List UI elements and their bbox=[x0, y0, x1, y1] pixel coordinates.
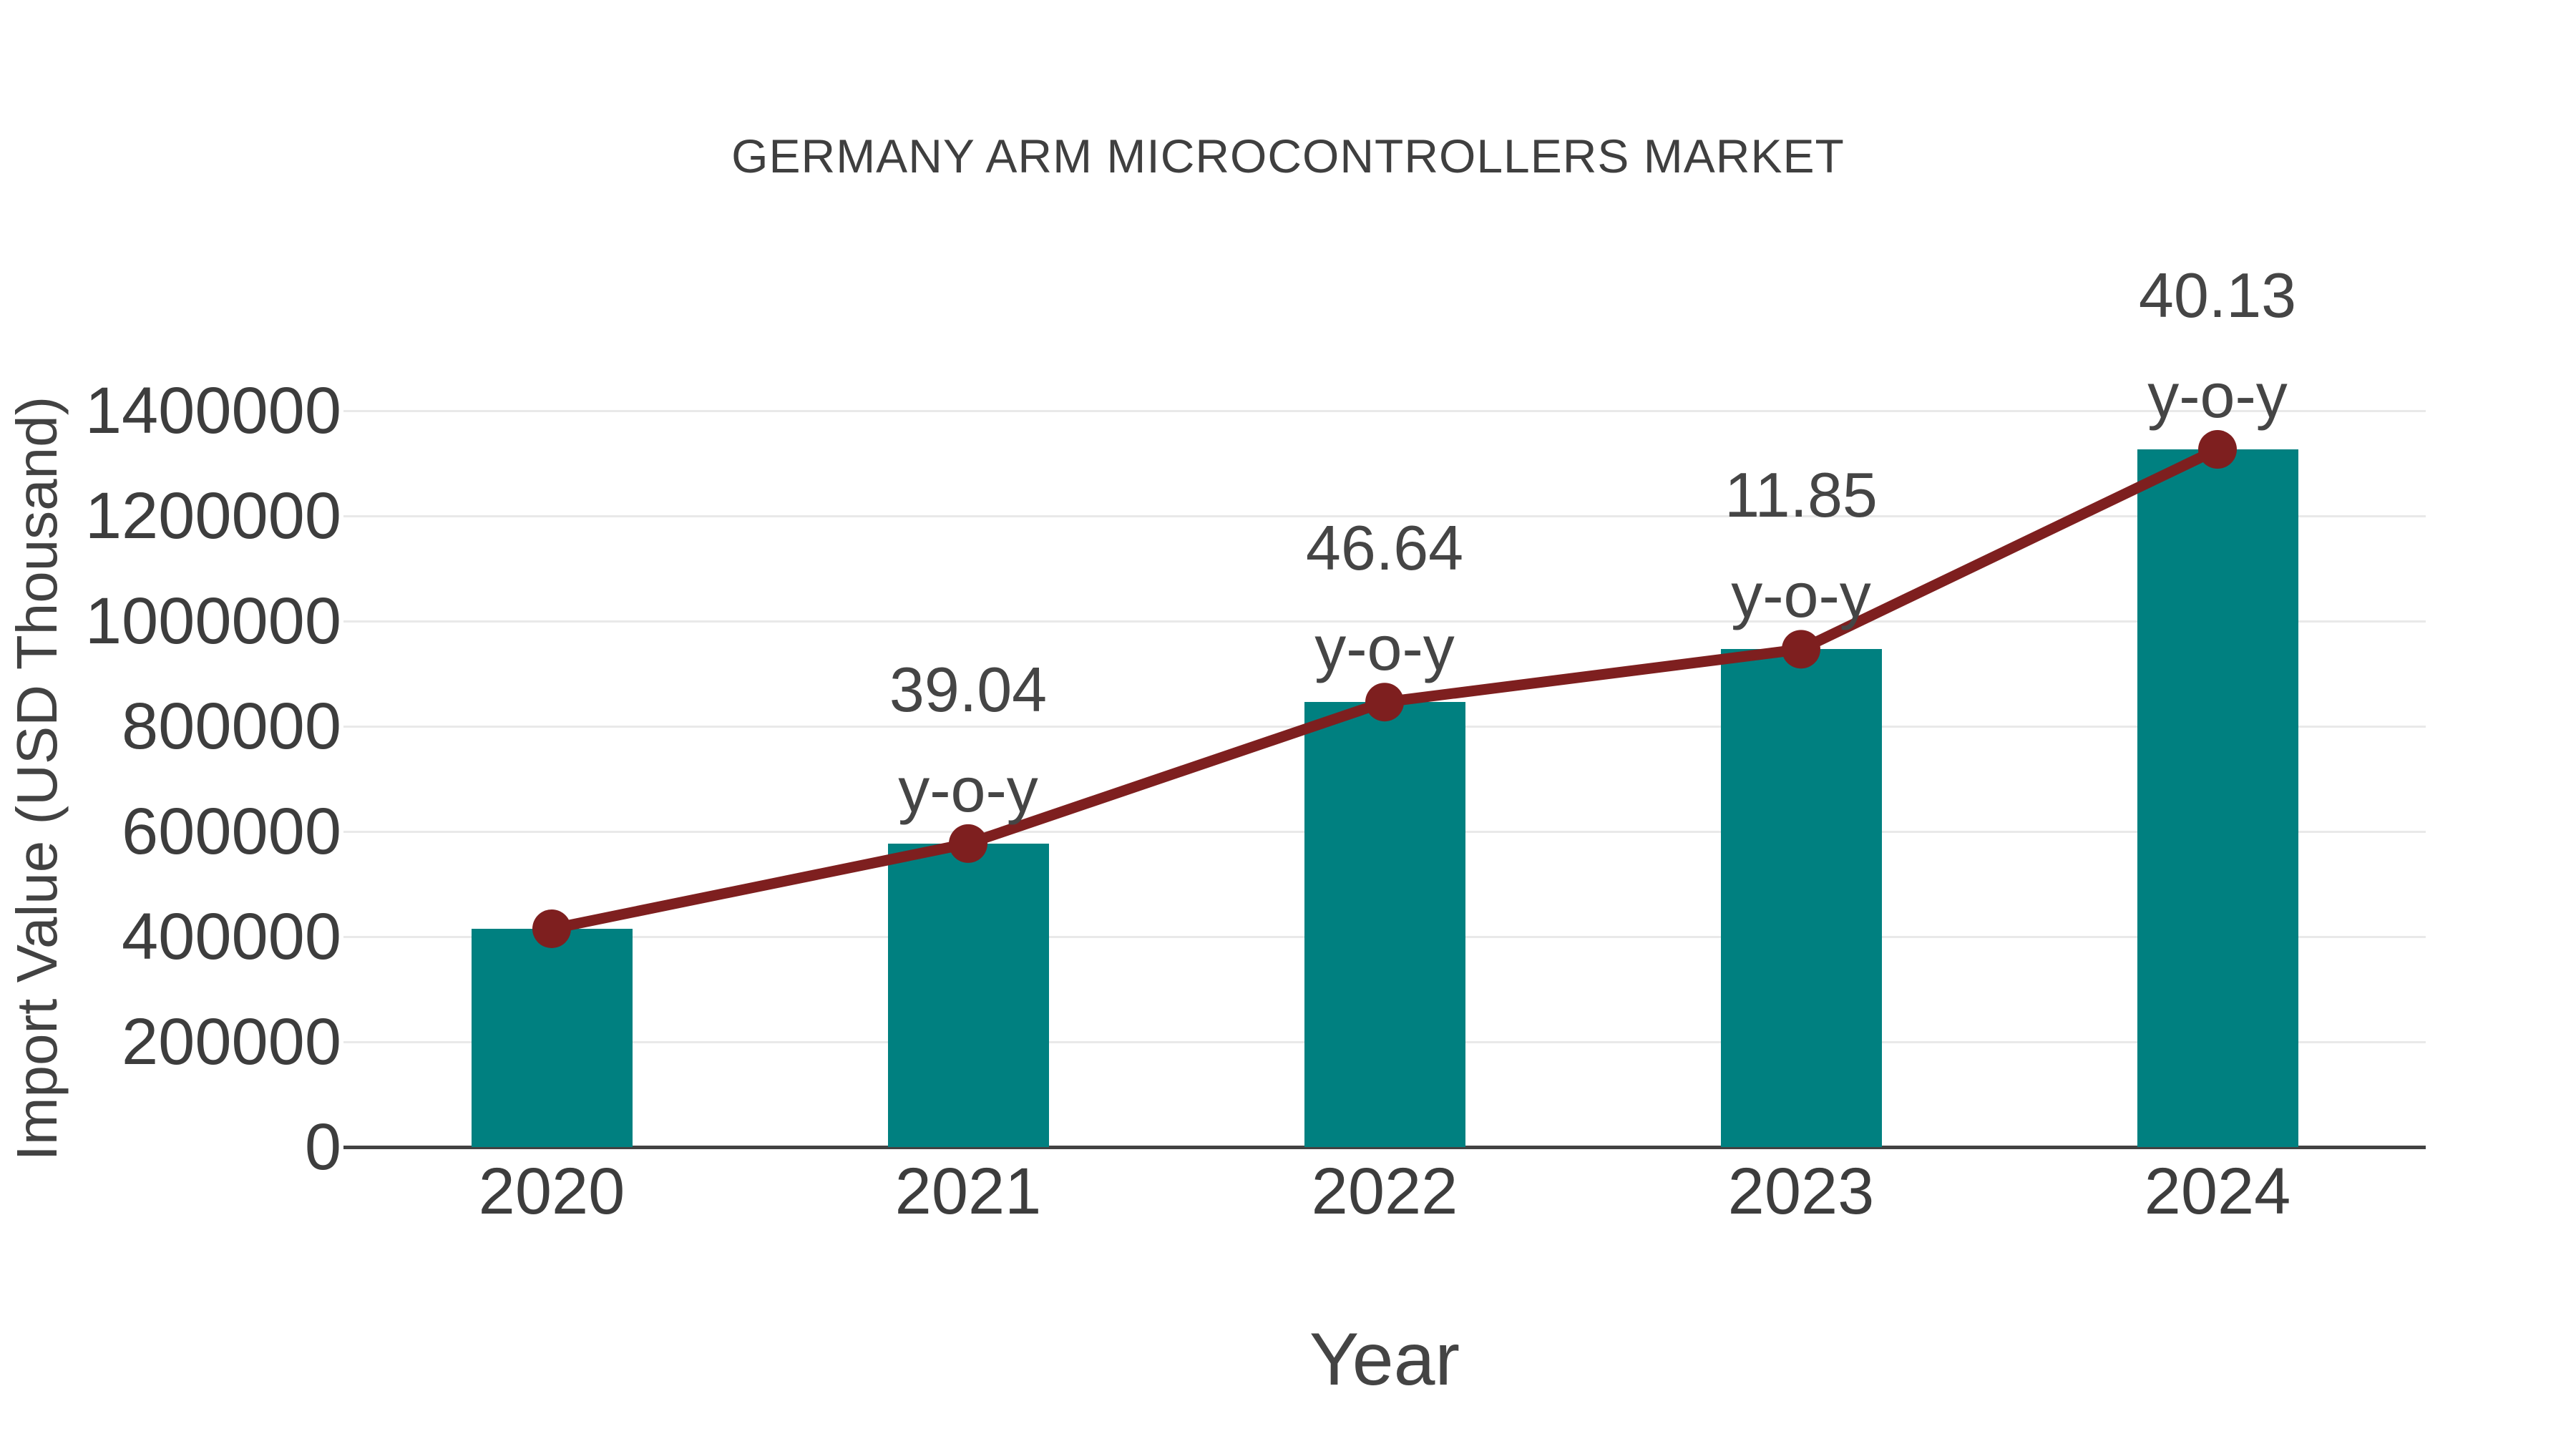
growth-label-2021: 39.04 y-o-y bbox=[746, 640, 1190, 840]
growth-suffix: y-o-y bbox=[1314, 613, 1455, 684]
gridline bbox=[343, 620, 2426, 623]
y-tick-label: 1200000 bbox=[84, 479, 341, 552]
x-axis-title: Year bbox=[1309, 1318, 1460, 1401]
x-tick-label-2021: 2021 bbox=[894, 1155, 1042, 1228]
data-point-marker-2020 bbox=[532, 909, 571, 948]
y-tick-label: 800000 bbox=[122, 690, 341, 763]
data-point-marker-2021 bbox=[949, 824, 987, 863]
growth-suffix: y-o-y bbox=[2147, 360, 2288, 431]
y-tick-label: 200000 bbox=[122, 1005, 341, 1078]
growth-value: 40.13 bbox=[2138, 260, 2297, 331]
x-tick-label-2024: 2024 bbox=[2144, 1155, 2291, 1228]
growth-suffix: y-o-y bbox=[898, 753, 1038, 825]
bar-2023 bbox=[1720, 649, 1882, 1147]
growth-value: 11.85 bbox=[1724, 459, 1878, 531]
data-point-marker-2022 bbox=[1365, 683, 1404, 722]
bar-2020 bbox=[471, 928, 633, 1147]
data-point-marker-2023 bbox=[1782, 630, 1820, 669]
y-tick-label: 1400000 bbox=[84, 374, 341, 447]
y-tick-label: 0 bbox=[304, 1111, 341, 1184]
growth-value: 39.04 bbox=[889, 653, 1048, 725]
bar-2022 bbox=[1304, 702, 1465, 1147]
y-tick-label: 1000000 bbox=[84, 585, 341, 658]
x-tick-label-2022: 2022 bbox=[1311, 1155, 1458, 1228]
growth-suffix: y-o-y bbox=[1731, 560, 1871, 631]
x-tick-label-2023: 2023 bbox=[1727, 1155, 1875, 1228]
bar-2024 bbox=[2137, 449, 2298, 1147]
data-point-marker-2024 bbox=[2198, 430, 2237, 469]
chart-title: GERMANY ARM MICROCONTROLLERS MARKET bbox=[731, 130, 1845, 182]
gridline bbox=[343, 410, 2426, 412]
x-axis-line bbox=[343, 1146, 2426, 1149]
bar-2021 bbox=[887, 843, 1049, 1147]
growth-label-2024: 40.13 y-o-y bbox=[1996, 245, 2439, 446]
y-tick-label: 600000 bbox=[122, 795, 341, 868]
growth-label-2023: 11.85 y-o-y bbox=[1579, 445, 2023, 645]
gridline bbox=[343, 515, 2426, 517]
x-tick-label-2020: 2020 bbox=[478, 1155, 625, 1228]
y-tick-label: 400000 bbox=[122, 900, 341, 973]
growth-value: 46.64 bbox=[1305, 512, 1464, 584]
growth-label-2022: 46.64 y-o-y bbox=[1163, 498, 1606, 698]
